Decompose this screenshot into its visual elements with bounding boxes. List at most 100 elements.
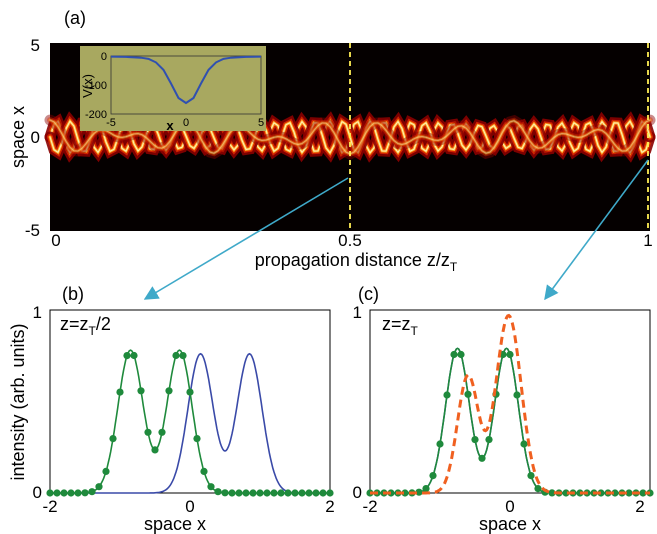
inset-xlabel: x xyxy=(166,118,174,133)
inset-ytick-0: 0 xyxy=(101,51,107,63)
b-series-marker xyxy=(291,489,299,497)
b-series-marker xyxy=(249,489,257,497)
b-series-marker xyxy=(235,489,243,497)
b-series-marker xyxy=(123,352,131,360)
b-series-marker xyxy=(74,489,82,497)
potential-inset: 0 -100 -200 -5 0 5 x V(x) xyxy=(80,46,266,133)
c-series-series-2 xyxy=(370,313,650,495)
c-series-marker xyxy=(520,440,528,448)
c-series-marker xyxy=(457,350,465,359)
b-series-marker xyxy=(109,435,117,443)
arrow-to-panel-b xyxy=(143,177,349,300)
panel-b: (b) z=zT/2 1 0 -2 0 2 space x intensity … xyxy=(8,284,335,534)
b-series-marker xyxy=(284,489,292,497)
b-series-marker xyxy=(263,489,271,497)
b-series-marker xyxy=(228,489,236,497)
c-series-marker xyxy=(436,440,444,448)
c-series-marker xyxy=(534,485,542,493)
b-series-marker xyxy=(270,489,278,497)
c-ytick-1: 0 xyxy=(353,483,362,502)
a-ytick-0: 5 xyxy=(31,36,40,55)
b-series-marker xyxy=(46,489,54,497)
b-series-marker xyxy=(165,387,173,395)
b-series-marker xyxy=(158,428,166,436)
b-ytick-1: 0 xyxy=(33,483,42,502)
b-series-marker xyxy=(277,489,285,497)
c-series-marker xyxy=(485,436,493,444)
b-series-marker xyxy=(298,489,306,497)
a-xtick-0: 0 xyxy=(51,231,60,250)
panel-c-label: (c) xyxy=(358,284,379,304)
panel-b-annotation: z=zT/2 xyxy=(60,314,111,338)
b-series-series-0 xyxy=(50,352,330,494)
c-series-marker xyxy=(429,472,437,480)
b-series-series-1 xyxy=(50,349,330,494)
panel-c-annotation: z=zT xyxy=(382,314,419,338)
c-series-marker xyxy=(597,489,605,497)
c-xlabel: space x xyxy=(479,514,541,534)
a-xlabel: propagation distance z/zT xyxy=(255,250,458,274)
c-series-marker xyxy=(443,391,451,399)
inset-potential-curve xyxy=(110,55,262,105)
panel-c: (c) z=zT 1 0 -2 0 2 space x xyxy=(353,284,654,534)
inset-ylabel: V(x) xyxy=(80,74,95,98)
b-xtick-1: 0 xyxy=(185,497,194,516)
b-series-marker xyxy=(200,467,208,475)
b-series-marker xyxy=(102,467,110,475)
c-series-marker xyxy=(527,472,535,480)
inset-axes xyxy=(110,55,262,115)
b-series-marker xyxy=(242,489,250,497)
c-ytick-0: 1 xyxy=(353,303,362,322)
b-series-marker xyxy=(214,488,222,496)
b-series-marker xyxy=(172,351,180,360)
b-series-marker xyxy=(151,446,159,454)
b-series-marker xyxy=(312,489,320,497)
b-series-marker xyxy=(207,483,215,491)
inset-ytick-1: -100 xyxy=(85,80,107,92)
b-xtick-2: 2 xyxy=(325,497,334,516)
panel-b-axes xyxy=(49,309,331,494)
b-series-marker xyxy=(95,483,103,491)
c-xtick-0: -2 xyxy=(362,497,377,516)
b-series-marker xyxy=(60,489,68,497)
panel-a-label: (a) xyxy=(64,8,86,28)
b-series-marker xyxy=(319,489,327,497)
c-series-marker xyxy=(471,436,479,444)
b-series-marker xyxy=(305,489,313,497)
c-series-marker xyxy=(415,488,423,496)
b-xtick-0: -2 xyxy=(42,497,57,516)
b-ylabel: intensity (arb. units) xyxy=(8,323,28,480)
c-xtick-1: 0 xyxy=(505,497,514,516)
c-series-marker xyxy=(548,489,556,497)
b-series-marker xyxy=(326,489,334,497)
b-series-marker xyxy=(256,489,264,497)
b-series-marker xyxy=(144,428,152,436)
b-series-marker xyxy=(193,435,201,443)
c-series-marker xyxy=(639,489,647,497)
c-series-marker xyxy=(464,390,472,398)
b-xlabel: space x xyxy=(144,514,206,534)
a-ylabel: space x xyxy=(8,106,28,168)
c-series-series-1 xyxy=(370,347,650,494)
c-series-series-0 xyxy=(370,347,650,494)
inset-xtick-0: -5 xyxy=(106,117,116,129)
c-series-marker xyxy=(513,391,521,399)
c-series-marker xyxy=(450,350,458,359)
b-series-marker xyxy=(67,489,75,497)
a-ytick-2: -5 xyxy=(25,221,40,240)
inset-ytick-2: -200 xyxy=(85,109,107,121)
inset-xtick-2: 5 xyxy=(258,117,264,129)
b-series-marker xyxy=(53,489,61,497)
c-series-marker xyxy=(478,454,486,462)
b-series-marker xyxy=(221,489,229,497)
c-series-marker xyxy=(625,489,633,497)
b-series-marker xyxy=(88,488,96,496)
b-ytick-0: 1 xyxy=(33,303,42,322)
b-series-marker xyxy=(186,388,194,396)
arrow-to-panel-c xyxy=(544,159,649,301)
a-xtick-1: 0.5 xyxy=(338,231,362,250)
b-series-marker xyxy=(81,489,89,497)
panel-b-label: (b) xyxy=(62,284,84,304)
b-series-marker xyxy=(130,351,138,360)
